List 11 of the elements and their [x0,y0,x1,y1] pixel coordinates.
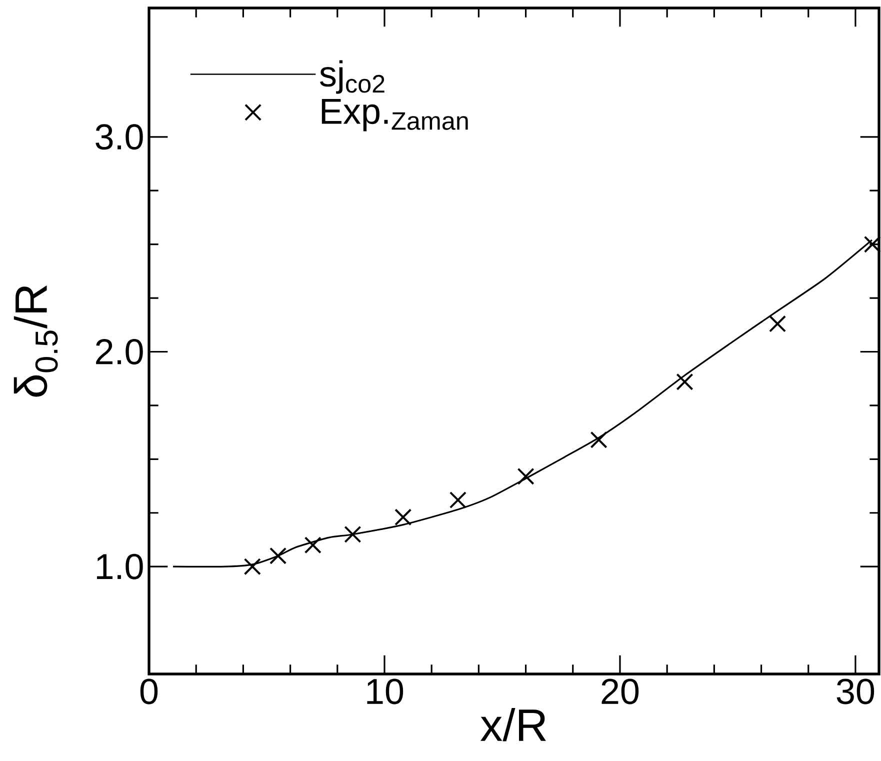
y-tick-label: 2.0 [96,338,143,364]
x-tick-label: 20 [602,678,639,704]
x-tick-label: 0 [140,678,158,704]
y-tick-label: 3.0 [96,124,143,150]
x-tick-label: 10 [367,678,404,704]
y-axis-title: δ$_{0.5}$/R [14,285,58,397]
x-axis-title: x/R [480,708,546,742]
legend-label: Exp.$_{Zaman}$ [322,98,468,132]
y-tick-label: 1.0 [96,554,143,580]
legend-label: sj$_{co2}$ [320,60,384,94]
x-tick-label: 30 [836,678,874,704]
